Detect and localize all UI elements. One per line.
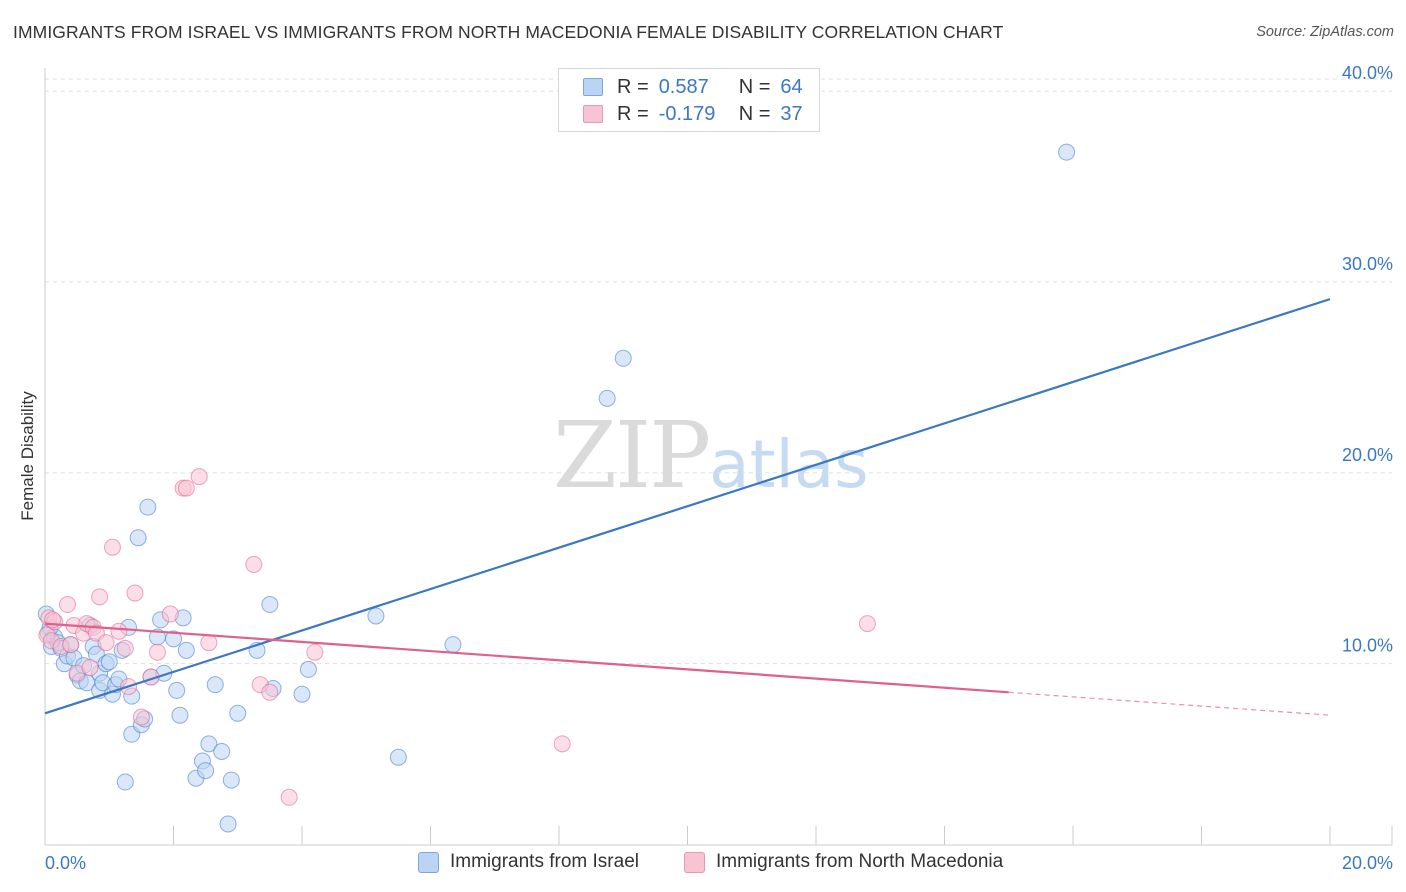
- data-point-macedonia: [132, 708, 150, 726]
- y-tick-label: 20.0%: [1342, 445, 1393, 465]
- y-axis-label: Female Disability: [18, 391, 37, 521]
- trendline-macedonia-extension: [1008, 691, 1331, 716]
- data-point-israel: [171, 706, 189, 724]
- trendline-israel: [44, 298, 1331, 715]
- data-point-israel: [129, 529, 147, 547]
- data-point-macedonia: [148, 643, 166, 661]
- y-tick-label: 40.0%: [1342, 63, 1393, 83]
- data-point-israel: [261, 596, 279, 614]
- data-point-israel: [100, 653, 118, 671]
- legend-n-value-macedonia: 37: [780, 102, 803, 125]
- bottom-legend-swatch-macedonia: [684, 851, 705, 873]
- data-point-israel: [598, 389, 616, 407]
- data-point-israel: [197, 762, 215, 780]
- legend-row-macedonia: R = -0.179 N = 37: [583, 102, 803, 126]
- data-point-israel: [1058, 143, 1076, 161]
- y-tick-label: 30.0%: [1342, 254, 1393, 274]
- legend-r-value-israel: 0.587: [658, 75, 709, 98]
- data-point-macedonia: [177, 479, 195, 497]
- data-point-macedonia: [306, 643, 324, 661]
- watermark-zip: ZIP: [553, 402, 711, 509]
- data-point-israel: [168, 681, 186, 699]
- data-point-israel: [200, 735, 218, 753]
- data-point-israel: [293, 685, 311, 703]
- data-point-israel: [367, 607, 385, 625]
- legend-swatch-macedonia: [583, 105, 603, 123]
- data-point-macedonia: [91, 588, 109, 606]
- data-point-macedonia: [261, 683, 279, 701]
- data-point-macedonia: [161, 605, 179, 623]
- x-tick-label: 0.0%: [45, 853, 86, 873]
- data-point-macedonia: [103, 538, 121, 556]
- data-point-macedonia: [62, 636, 80, 654]
- data-point-macedonia: [553, 735, 571, 753]
- bottom-legend-israel: Immigrants from Israel: [418, 851, 639, 873]
- data-point-israel: [444, 636, 462, 654]
- data-point-israel: [165, 630, 182, 648]
- data-point-israel: [177, 641, 195, 659]
- data-point-macedonia: [116, 639, 134, 657]
- data-point-israel: [229, 704, 247, 722]
- bottom-legend-macedonia: Immigrants from North Macedonia: [684, 851, 1003, 873]
- data-point-israel: [206, 676, 224, 694]
- data-point-israel: [116, 773, 134, 791]
- data-point-macedonia: [858, 615, 876, 633]
- data-point-macedonia: [200, 634, 218, 652]
- data-point-macedonia: [280, 788, 298, 806]
- legend-r-label: R =: [617, 75, 649, 98]
- legend-swatch-israel: [583, 78, 603, 96]
- data-point-macedonia: [190, 468, 208, 486]
- data-point-macedonia: [97, 634, 115, 652]
- data-point-macedonia: [81, 658, 99, 676]
- legend-n-label: N =: [738, 102, 771, 125]
- data-point-macedonia: [245, 555, 263, 573]
- data-point-macedonia: [58, 596, 76, 614]
- x-tick-label: 20.0%: [1342, 853, 1393, 873]
- bottom-legend-swatch-israel: [418, 851, 439, 873]
- data-point-macedonia: [126, 584, 144, 602]
- chart-title: IMMIGRANTS FROM ISRAEL VS IMMIGRANTS FRO…: [13, 22, 1004, 42]
- data-point-israel: [389, 748, 407, 766]
- data-point-macedonia: [110, 622, 128, 640]
- data-point-israel: [219, 815, 237, 833]
- legend-n-value-israel: 64: [780, 75, 803, 98]
- y-tick-label: 10.0%: [1342, 636, 1393, 656]
- legend-row-israel: R = 0.587 N = 64: [583, 75, 803, 99]
- watermark: ZIPatlas: [553, 402, 869, 509]
- correlation-legend: R = 0.587 N = 64 R = -0.179 N = 37: [558, 68, 820, 132]
- data-point-israel: [139, 498, 157, 516]
- trendline-macedonia: [44, 622, 1009, 694]
- data-point-israel: [299, 660, 317, 678]
- data-point-israel: [222, 771, 240, 789]
- legend-r-value-macedonia: -0.179: [658, 102, 716, 125]
- bottom-legend-label-macedonia: Immigrants from North Macedonia: [716, 851, 1004, 872]
- bottom-legend-label-israel: Immigrants from Israel: [450, 851, 639, 872]
- data-point-israel: [213, 742, 231, 760]
- source-credit: Source: ZipAtlas.com: [1256, 24, 1394, 40]
- data-point-israel: [614, 349, 632, 367]
- legend-r-label: R =: [617, 102, 649, 125]
- legend-n-label: N =: [738, 75, 771, 98]
